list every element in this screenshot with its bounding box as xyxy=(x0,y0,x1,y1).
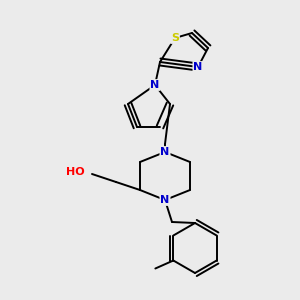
Text: N: N xyxy=(160,195,169,205)
Text: N: N xyxy=(150,80,160,90)
Text: N: N xyxy=(194,62,202,72)
Text: HO: HO xyxy=(66,167,84,177)
Text: S: S xyxy=(171,33,179,43)
Text: N: N xyxy=(160,147,169,157)
